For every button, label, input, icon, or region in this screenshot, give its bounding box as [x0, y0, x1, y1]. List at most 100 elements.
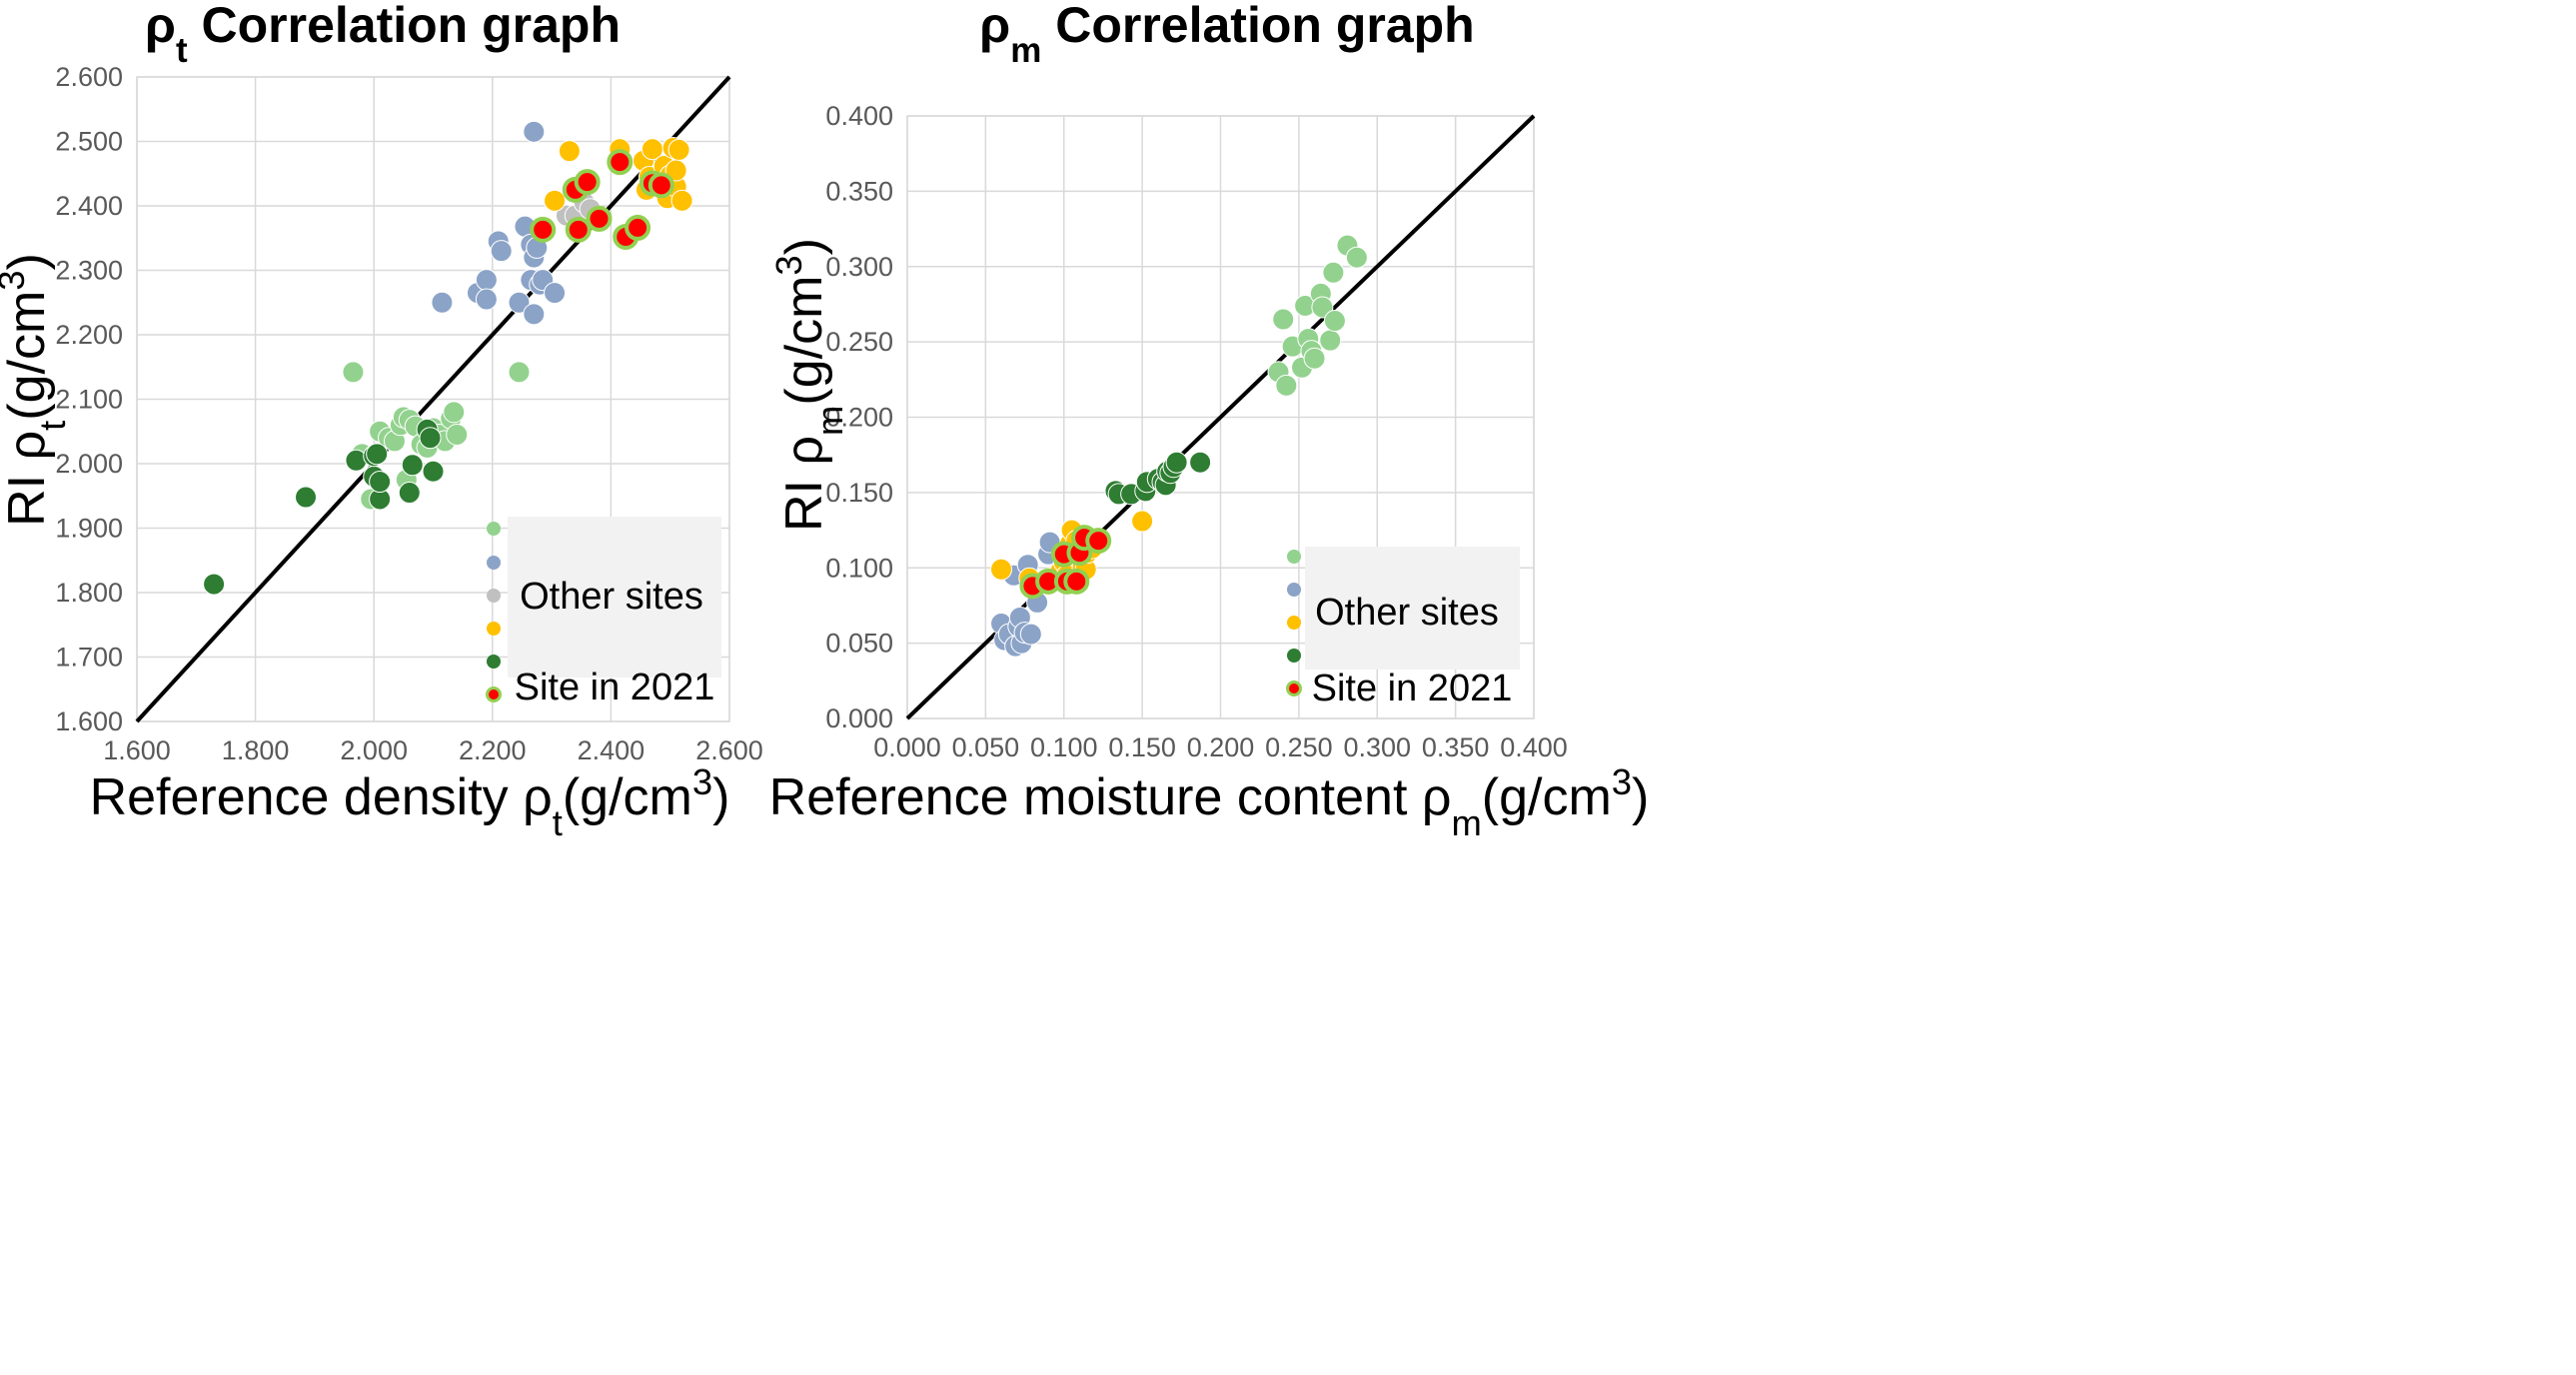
data-point-blue-gray — [490, 240, 513, 263]
y-tick-label: 0.050 — [825, 629, 893, 659]
data-point-light-green — [1272, 308, 1295, 331]
data-point-yellow — [670, 189, 693, 212]
chart-title-sub: m — [1010, 31, 1041, 70]
data-point-dark-green — [369, 471, 392, 494]
data-point-dark-green — [422, 460, 445, 483]
y-tick-label: 2.600 — [55, 62, 123, 92]
data-point-dark-green — [398, 482, 421, 505]
x-tick-label: 0.150 — [1108, 732, 1176, 762]
x-axis-label-sub: t — [553, 802, 563, 843]
data-point-light-green — [508, 361, 531, 384]
y-axis-label: RI ρt(g/cm3) — [0, 253, 73, 527]
data-point-light-green — [446, 423, 469, 446]
x-axis-label-rest: (g/cm — [563, 768, 692, 826]
x-tick-label: 1.800 — [222, 735, 290, 765]
chart-title-rest: Correlation graph — [188, 0, 621, 53]
data-point-light-green — [1303, 347, 1326, 370]
y-tick-label: 2.200 — [55, 320, 123, 350]
series-site-2021 — [530, 149, 674, 250]
data-point-site-2021 — [586, 205, 613, 232]
x-tick-label: 0.300 — [1343, 732, 1411, 762]
data-point-site-2021 — [625, 214, 651, 241]
x-axis-label-sup: 3 — [1612, 761, 1632, 802]
legend-marker-dark-green — [487, 655, 501, 669]
data-point-dark-green — [419, 427, 442, 450]
legend-box — [1305, 547, 1520, 670]
legend-marker-dark-green — [1287, 649, 1301, 663]
legend-marker-blue-gray — [487, 556, 501, 570]
series-dark-green — [203, 418, 445, 596]
y-tick-label: 0.300 — [825, 252, 893, 282]
data-point-light-green — [1322, 261, 1345, 284]
legend-marker-site-2021 — [486, 687, 502, 702]
data-point-site-2021 — [647, 172, 674, 199]
y-axis-label-main: RI ρ — [0, 431, 56, 527]
series-dark-green — [1104, 451, 1212, 506]
data-point-light-green — [1275, 374, 1298, 397]
data-point-yellow — [544, 189, 567, 212]
series-light-green — [1267, 234, 1368, 397]
y-tick-label: 0.200 — [825, 403, 893, 433]
x-tick-label: 0.100 — [1030, 732, 1098, 762]
chart-title-main: ρ — [145, 0, 176, 53]
chart-1: 1.600 1.800 2.000 2.200 2.400 2.600 1.600 1.700… — [0, 0, 763, 843]
chart-title: ρm Correlation graph — [979, 0, 1474, 70]
x-tick-label: 0.050 — [952, 732, 1020, 762]
y-tick-label: 1.600 — [55, 706, 123, 736]
data-point-blue-gray — [1019, 623, 1042, 646]
y-tick-label: 2.400 — [55, 191, 123, 221]
data-point-light-green — [1311, 296, 1334, 319]
y-axis-label-main: RI ρ — [775, 436, 833, 532]
legend-box — [508, 517, 721, 678]
y-axis-label-sub: m — [809, 406, 850, 436]
y-tick-label: 0.000 — [825, 703, 893, 733]
legend-marker-light-green — [487, 522, 501, 536]
series-site-2021 — [1019, 525, 1112, 600]
x-axis-label: Reference density ρt(g/cm3) — [90, 761, 730, 843]
y-axis-label-rest: (g/cm — [0, 291, 56, 421]
data-point-dark-green — [366, 443, 389, 466]
y-tick-label: 2.000 — [55, 449, 123, 479]
legend-marker-blue-gray — [1287, 583, 1301, 597]
y-tick-label: 0.250 — [825, 327, 893, 357]
data-point-light-green — [342, 361, 365, 384]
legend-label-other-sites: Other sites — [520, 576, 703, 618]
x-tick-label: 0.400 — [1500, 732, 1568, 762]
chart-2: 0.000 0.050 0.100 0.150 0.200 0.250 0.300 0.350… — [768, 0, 1650, 843]
data-point-site-2021 — [574, 169, 601, 196]
legend-marker-light-green — [1287, 550, 1301, 564]
y-axis-label-end: ) — [0, 253, 56, 270]
y-tick-label: 1.800 — [55, 578, 123, 608]
y-tick-label: 0.150 — [825, 478, 893, 508]
legend-label-other-sites: Other sites — [1315, 592, 1499, 634]
data-point-dark-green — [1165, 451, 1188, 474]
legend-marker-yellow — [487, 622, 501, 636]
x-tick-label: 2.400 — [578, 735, 645, 765]
data-point-blue-gray — [508, 291, 531, 314]
y-axis-label-rest: (g/cm — [775, 276, 833, 406]
data-point-site-2021 — [1063, 568, 1090, 595]
legend-label-site-2021: Site in 2021 — [1312, 668, 1513, 709]
data-point-dark-green — [295, 486, 318, 509]
chart-title-rest: Correlation graph — [1041, 0, 1474, 53]
x-tick-label: 0.200 — [1187, 732, 1255, 762]
chart-title-main: ρ — [979, 0, 1010, 53]
series-yellow — [544, 136, 693, 212]
x-tick-label: 2.200 — [459, 735, 527, 765]
series-blue-gray — [431, 120, 567, 326]
data-point-light-green — [1345, 246, 1368, 269]
data-point-blue-gray — [544, 282, 567, 305]
data-point-site-2021 — [607, 149, 634, 176]
chart-title: ρt Correlation graph — [145, 0, 621, 70]
x-tick-label: 1.600 — [103, 735, 171, 765]
data-point-dark-green — [1189, 451, 1212, 474]
x-axis-label-sup: 3 — [692, 761, 712, 802]
x-tick-label: 0.000 — [873, 732, 941, 762]
x-axis-label: Reference moisture content ρm(g/cm3) — [769, 761, 1650, 843]
x-tick-label: 2.000 — [340, 735, 408, 765]
y-tick-label: 1.700 — [55, 643, 123, 673]
x-tick-label: 2.600 — [695, 735, 763, 765]
legend-marker-light-gray — [487, 589, 501, 603]
y-axis-label: RI ρm(g/cm3) — [768, 238, 850, 532]
data-point-light-green — [1319, 329, 1342, 352]
